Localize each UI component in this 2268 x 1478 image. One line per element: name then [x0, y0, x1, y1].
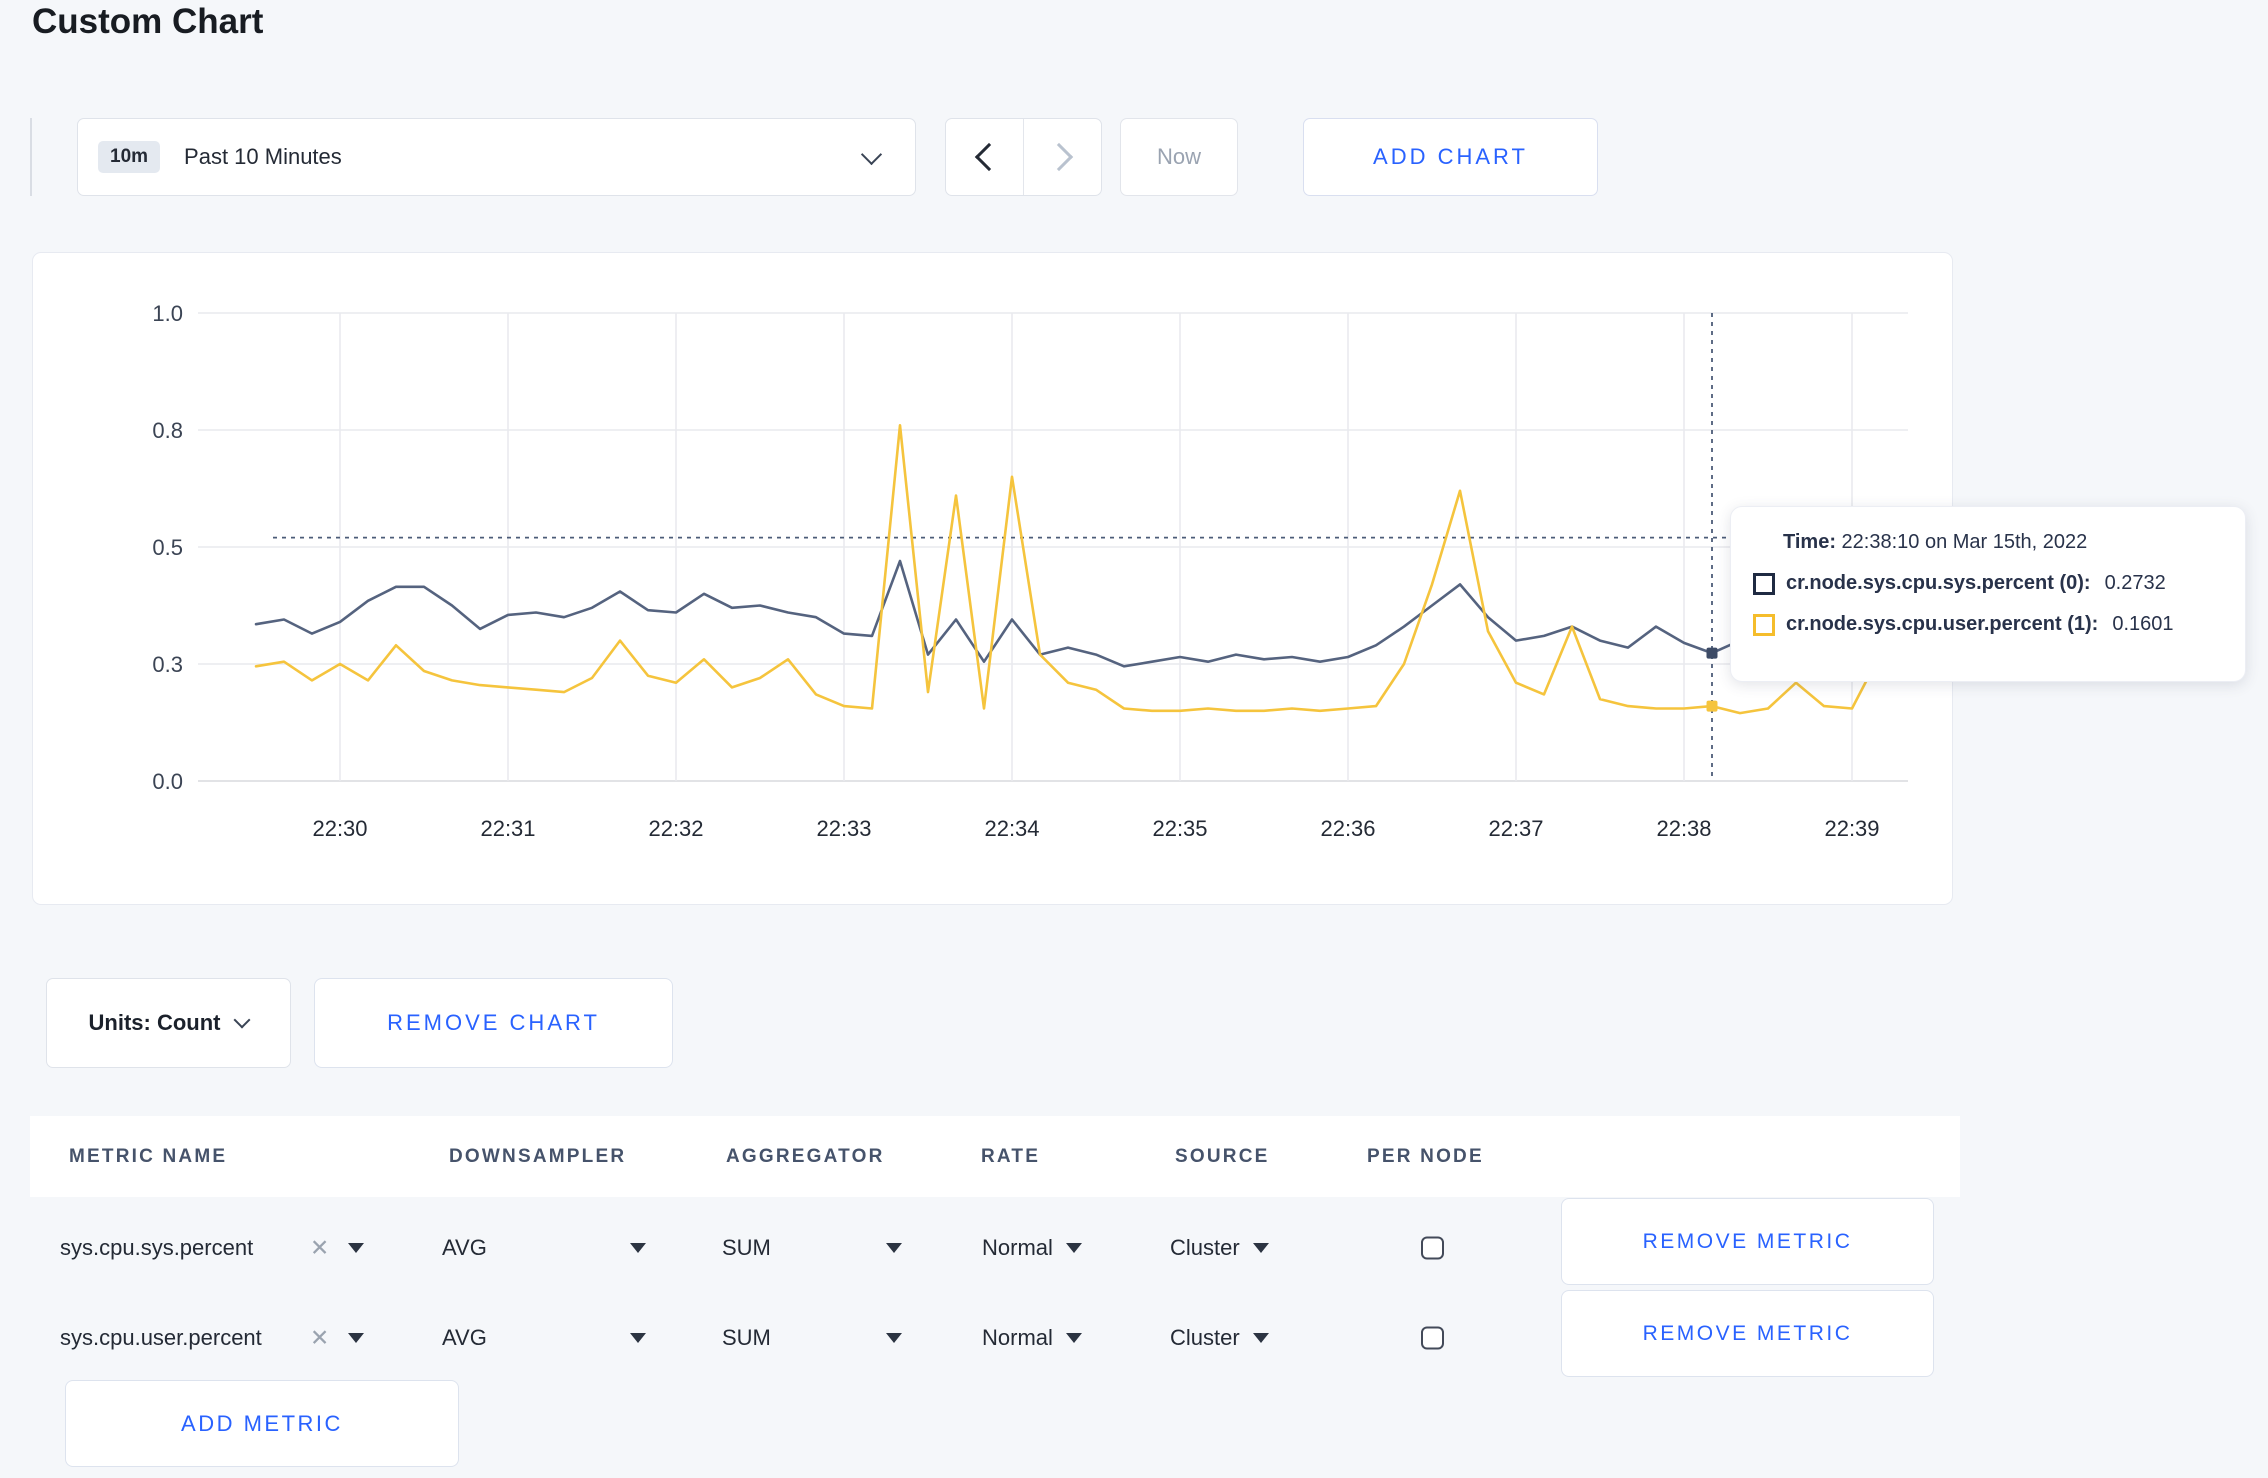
chart-plot[interactable]: 0.0 0.3 0.5 0.8 1.0 22:30 22:31 22:32 22:33 22:34…: [33, 253, 1954, 906]
time-window-dropdown[interactable]: 10m Past 10 Minutes: [77, 118, 916, 196]
col-header-per-node: PER NODE: [1367, 1145, 1484, 1167]
caret-down-icon: [1252, 1333, 1269, 1343]
tooltip-time-label: Time:: [1783, 531, 1836, 553]
y-axis-tick-label: 0.5: [152, 535, 183, 560]
metric-name-caret-icon[interactable]: [348, 1333, 364, 1343]
x-axis-tick-label: 22:39: [1824, 816, 1879, 841]
chart-card: 0.0 0.3 0.5 0.8 1.0 22:30 22:31 22:32 22:33 22:34…: [32, 252, 1953, 905]
remove-metric-x-icon[interactable]: ✕: [310, 1234, 330, 1261]
metrics-table-header: METRIC NAME DOWNSAMPLER AGGREGATOR RATE …: [30, 1116, 1960, 1197]
tooltip-series-value: 0.1601: [2112, 613, 2174, 635]
time-window-badge: 10m: [98, 141, 161, 173]
source-select[interactable]: Cluster: [1170, 1235, 1269, 1261]
tooltip-series-row: cr.node.sys.cpu.sys.percent (0): 0.2732: [1753, 572, 2245, 595]
add-metric-button[interactable]: ADD METRIC: [65, 1380, 459, 1467]
time-nav-group: [945, 118, 1102, 196]
chevron-left-icon: [974, 142, 1003, 172]
remove-chart-button[interactable]: REMOVE CHART: [314, 978, 673, 1068]
metric-row: sys.cpu.sys.percent ✕ AVG SUM Normal Clu…: [0, 1204, 2268, 1292]
chart-footer: Units: Count REMOVE CHART: [0, 960, 2268, 1080]
x-axis-tick-label: 22:34: [984, 816, 1039, 841]
page-title: Custom Chart: [32, 2, 264, 41]
aggregator-select[interactable]: SUM: [722, 1235, 771, 1260]
aggregator-caret-icon[interactable]: [886, 1333, 902, 1343]
y-axis-tick-label: 0.0: [152, 769, 183, 794]
units-dropdown[interactable]: Units: Count: [46, 978, 291, 1068]
col-header-rate: RATE: [981, 1145, 1041, 1167]
tooltip-series-row: cr.node.sys.cpu.user.percent (1): 0.1601: [1753, 613, 2245, 636]
metric-name-value[interactable]: sys.cpu.user.percent: [60, 1325, 262, 1350]
series-swatch-sys-icon: [1753, 572, 1775, 595]
per-node-checkbox[interactable]: [1421, 1326, 1444, 1350]
tooltip-time-row: Time: 22:38:10 on Mar 15th, 2022: [1783, 531, 2245, 554]
tooltip-time-value: 22:38:10 on Mar 15th, 2022: [1841, 531, 2088, 553]
toolbar: 10m Past 10 Minutes Now ADD CHART: [0, 110, 2268, 206]
crosshair-point-dot: [1706, 700, 1718, 712]
remove-metric-button[interactable]: REMOVE METRIC: [1561, 1290, 1934, 1377]
now-button[interactable]: Now: [1120, 118, 1238, 196]
chart-tooltip: Time: 22:38:10 on Mar 15th, 2022 cr.node…: [1730, 506, 2246, 682]
remove-metric-x-icon[interactable]: ✕: [310, 1324, 330, 1351]
toolbar-divider: [30, 118, 32, 196]
rate-value: Normal: [982, 1235, 1053, 1260]
col-header-downsampler: DOWNSAMPLER: [449, 1145, 627, 1167]
x-axis-tick-label: 22:38: [1656, 816, 1711, 841]
x-axis-tick-label: 22:36: [1320, 816, 1375, 841]
source-value: Cluster: [1170, 1235, 1240, 1260]
time-window-label: Past 10 Minutes: [184, 144, 342, 169]
x-axis-tick-label: 22:37: [1488, 816, 1543, 841]
downsampler-select[interactable]: AVG: [442, 1325, 487, 1350]
tooltip-series-value: 0.2732: [2104, 572, 2166, 594]
rate-select[interactable]: Normal: [982, 1235, 1082, 1261]
series-line-1: [254, 424, 1910, 715]
downsampler-select[interactable]: AVG: [442, 1235, 487, 1260]
y-axis-tick-label: 0.3: [152, 652, 183, 677]
time-back-button[interactable]: [946, 119, 1024, 195]
x-axis-tick-label: 22:30: [312, 816, 367, 841]
col-header-source: SOURCE: [1175, 1145, 1270, 1167]
add-chart-button[interactable]: ADD CHART: [1303, 118, 1598, 196]
source-value: Cluster: [1170, 1325, 1240, 1350]
per-node-checkbox[interactable]: [1421, 1236, 1444, 1260]
remove-metric-button[interactable]: REMOVE METRIC: [1561, 1198, 1934, 1285]
x-axis-tick-label: 22:33: [816, 816, 871, 841]
caret-down-icon: [1065, 1243, 1082, 1253]
col-header-aggregator: AGGREGATOR: [726, 1145, 885, 1167]
x-axis-tick-label: 22:32: [648, 816, 703, 841]
metrics-table: METRIC NAME DOWNSAMPLER AGGREGATOR RATE …: [0, 1116, 2268, 1478]
x-axis-tick-label: 22:35: [1152, 816, 1207, 841]
tooltip-series-label: cr.node.sys.cpu.user.percent (1):: [1786, 613, 2099, 635]
units-label: Units: Count: [88, 1010, 221, 1035]
y-axis-tick-label: 0.8: [152, 418, 183, 443]
metric-name-caret-icon[interactable]: [348, 1243, 364, 1253]
rate-value: Normal: [982, 1325, 1053, 1350]
crosshair-point-dot: [1706, 647, 1718, 659]
tooltip-series-label: cr.node.sys.cpu.sys.percent (0):: [1786, 572, 2091, 594]
caret-down-icon: [1065, 1333, 1082, 1343]
series-line-0: [254, 559, 1910, 668]
time-forward-button[interactable]: [1024, 119, 1101, 195]
x-axis-tick-label: 22:31: [480, 816, 535, 841]
source-select[interactable]: Cluster: [1170, 1325, 1269, 1351]
downsampler-caret-icon[interactable]: [630, 1333, 646, 1343]
metric-name-value[interactable]: sys.cpu.sys.percent: [60, 1235, 254, 1260]
series-swatch-user-icon: [1753, 613, 1775, 636]
y-axis-tick-label: 1.0: [152, 301, 183, 326]
downsampler-caret-icon[interactable]: [630, 1243, 646, 1253]
aggregator-caret-icon[interactable]: [886, 1243, 902, 1253]
rate-select[interactable]: Normal: [982, 1325, 1082, 1351]
chevron-down-icon: [860, 143, 883, 166]
metric-row: sys.cpu.user.percent ✕ AVG SUM Normal Cl…: [0, 1294, 2268, 1382]
caret-down-icon: [1252, 1243, 1269, 1253]
chevron-down-icon: [233, 1011, 251, 1029]
chevron-right-icon: [1044, 142, 1073, 172]
aggregator-select[interactable]: SUM: [722, 1325, 771, 1350]
col-header-metric-name: METRIC NAME: [69, 1145, 228, 1167]
